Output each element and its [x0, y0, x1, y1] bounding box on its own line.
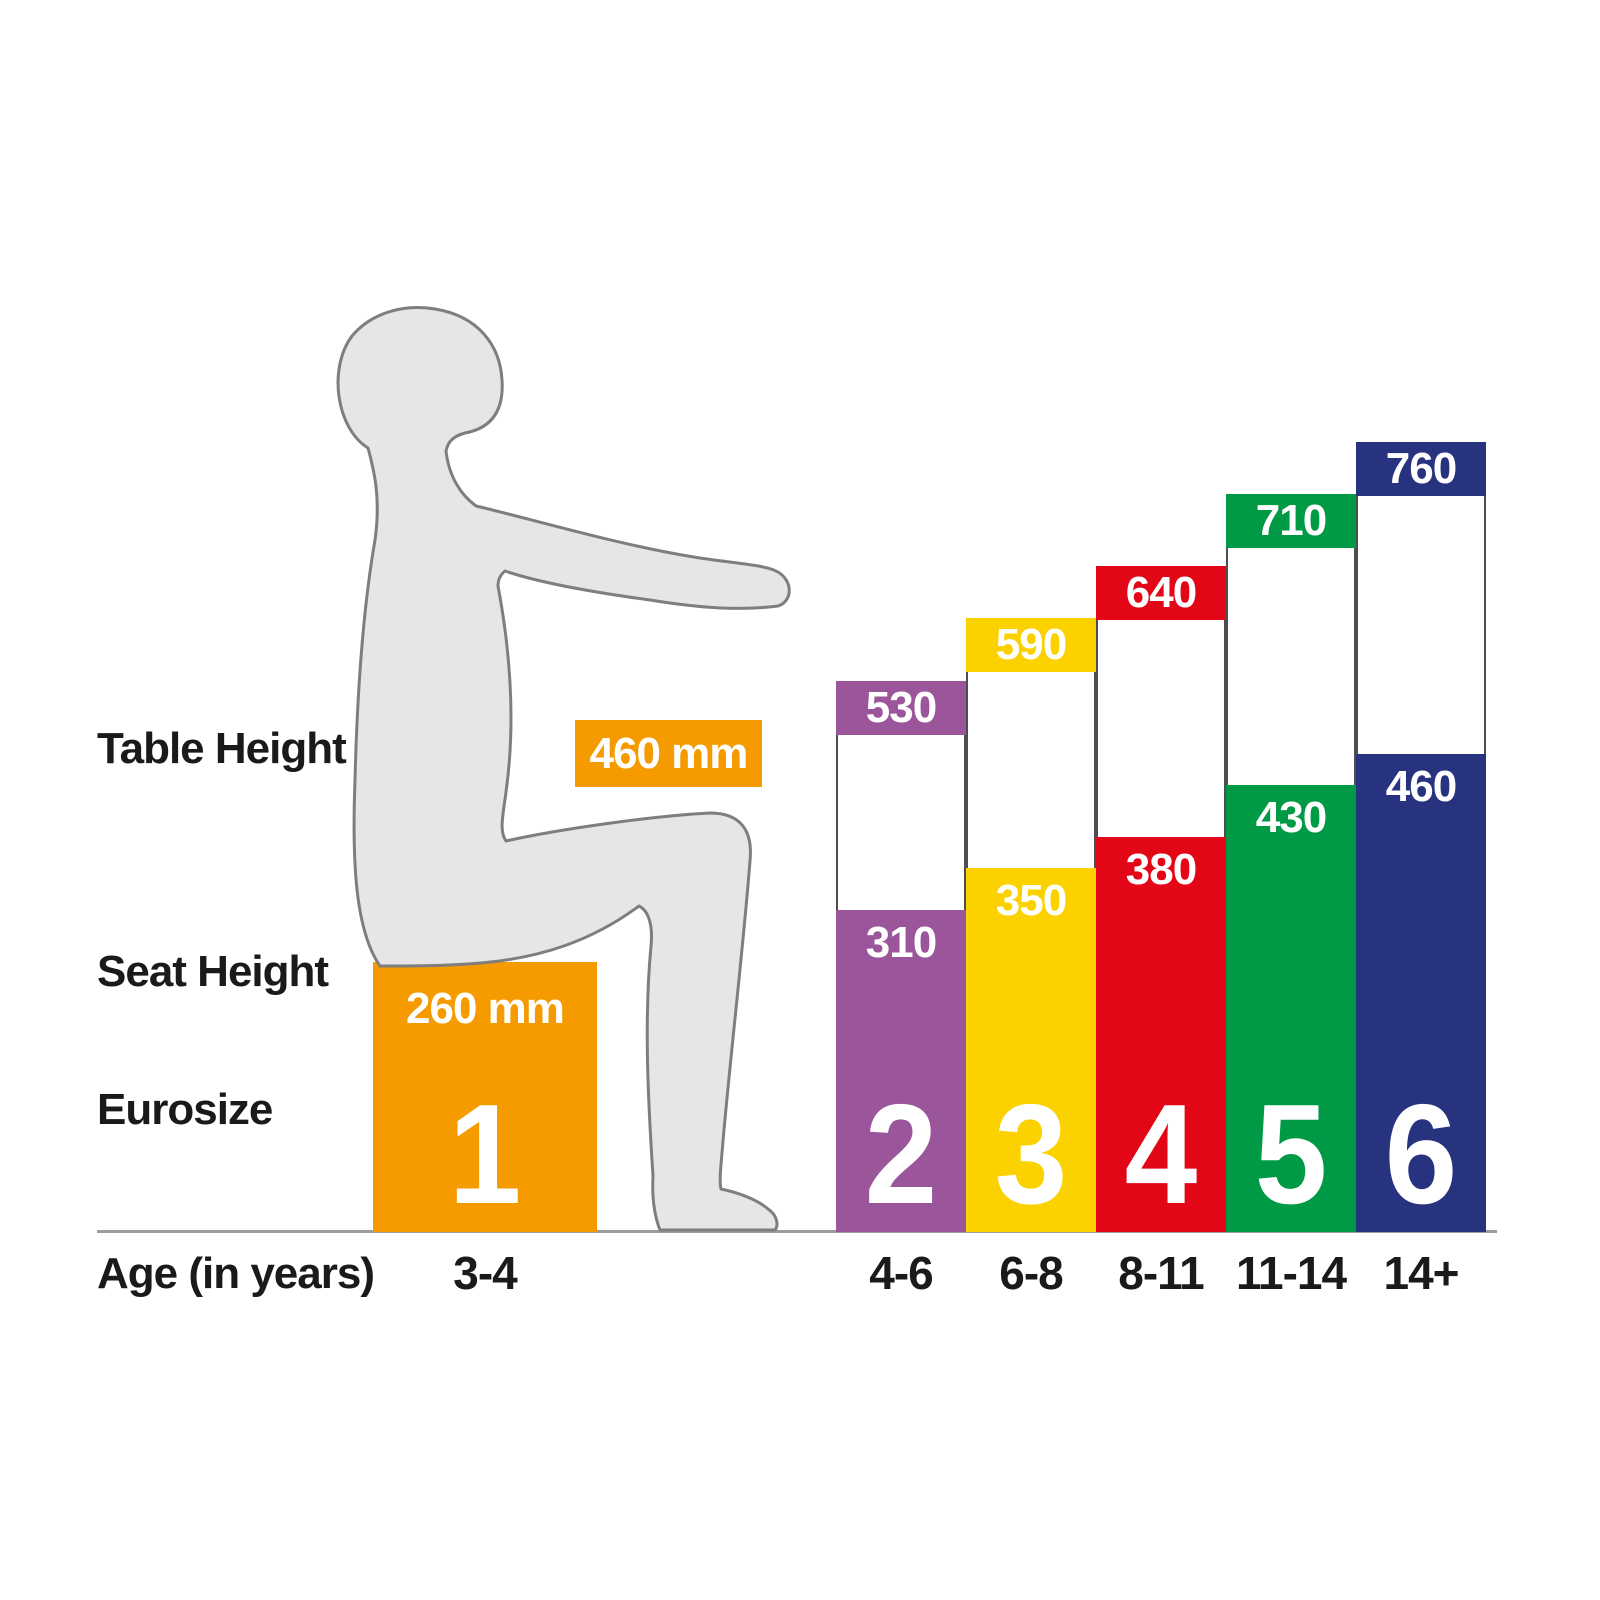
table-height-value: 640: [1096, 566, 1226, 620]
size1-table-height-value: 460 mm: [589, 728, 749, 778]
row-label-table-height: Table Height: [97, 724, 347, 773]
seat-height-value: 350: [995, 876, 1067, 925]
floor-baseline: [97, 1230, 1497, 1233]
seat-section: 350 3: [966, 868, 1096, 1232]
eurosize-number: 5: [1254, 1075, 1328, 1234]
bar-white-section: [836, 735, 966, 910]
age-label-11-14: 11-14: [1235, 1247, 1347, 1299]
eurosize-number: 6: [1384, 1075, 1458, 1234]
bar-white-section: [1096, 620, 1226, 837]
bar-white-section: [1356, 496, 1486, 754]
age-label-4-6: 4-6: [869, 1247, 933, 1299]
seat-height-value: 460: [1385, 762, 1457, 811]
seat-height-value: 380: [1125, 845, 1197, 894]
seat-height-value: 430: [1255, 793, 1327, 842]
age-label-6-8: 6-8: [999, 1247, 1063, 1299]
table-height-value: 760: [1356, 442, 1486, 496]
size1-seat-bar: 260 mm 1: [373, 962, 597, 1232]
table-height-value: 530: [836, 681, 966, 735]
age-label-8-11: 8-11: [1118, 1247, 1205, 1299]
row-label-eurosize: Eurosize: [97, 1085, 273, 1134]
seat-section: 430 5: [1226, 785, 1356, 1232]
row-label-age: Age (in years): [97, 1249, 375, 1298]
row-label-seat-height: Seat Height: [97, 947, 329, 996]
eurosize-number: 4: [1124, 1075, 1198, 1234]
size1-seat-height-value: 260 mm: [406, 984, 565, 1033]
age-label-3-4: 3-4: [453, 1247, 517, 1299]
seat-section: 460 6: [1356, 754, 1486, 1232]
seat-section: 310 2: [836, 910, 966, 1232]
age-label-14+: 14+: [1383, 1247, 1459, 1299]
seat-section: 380 4: [1096, 837, 1226, 1232]
bar-white-section: [966, 672, 1096, 868]
table-height-value: 710: [1226, 494, 1356, 548]
eurosize-number: 3: [994, 1075, 1068, 1234]
eurosize-number: 2: [864, 1075, 938, 1234]
size1-eurosize-number: 1: [448, 1075, 522, 1234]
size1-table-height-badge: 460 mm: [575, 720, 762, 787]
seat-height-value: 310: [865, 918, 937, 967]
bar-white-section: [1226, 548, 1356, 785]
table-height-value: 590: [966, 618, 1096, 672]
